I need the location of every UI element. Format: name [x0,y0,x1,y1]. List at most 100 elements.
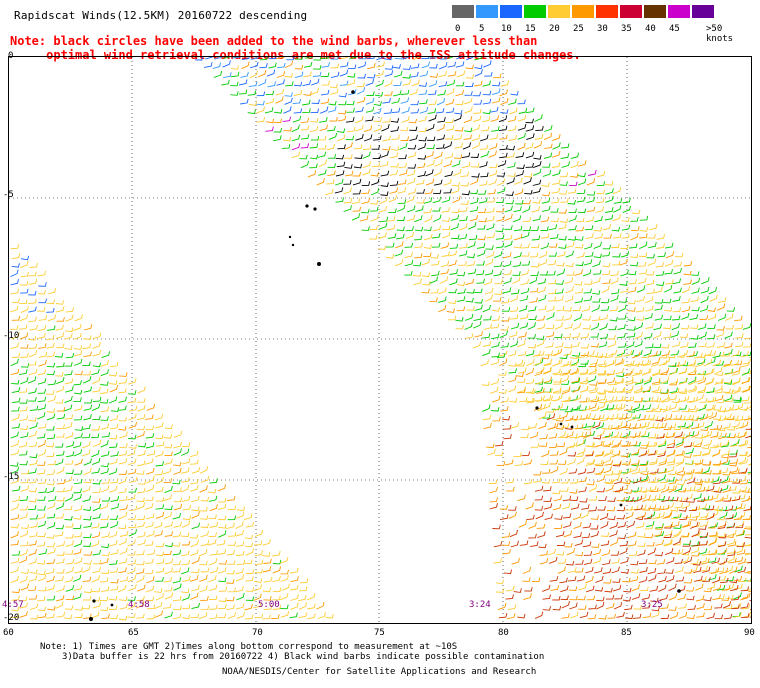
wind-barb [19,512,28,520]
wind-barb [307,592,316,601]
wind-barb [696,413,705,420]
wind-barb [445,107,455,114]
wind-barb [555,280,564,285]
wind-barb [265,97,275,105]
wind-barb [629,243,638,249]
wind-barb [612,487,622,493]
wind-barb [647,567,657,575]
wind-barb [489,502,498,510]
wind-barb [200,475,210,483]
wind-barb [519,396,528,403]
wind-barb [329,83,338,89]
wind-barb [292,98,302,105]
wind-barb [519,304,528,312]
wind-barb [515,152,525,158]
wind-barb [466,306,475,311]
colorbar-label-40: 40 [645,24,656,34]
wind-barb [622,430,631,438]
wind-barb [529,431,539,439]
wind-barb [65,451,75,458]
wind-barb [565,262,574,268]
wind-barb [569,602,578,610]
wind-barb [687,367,697,375]
wind-barb [655,422,664,430]
wind-barb [712,351,722,359]
wind-barb [579,397,588,403]
wind-barb [155,486,164,493]
wind-barb [110,578,119,584]
wind-barb [100,388,109,394]
wind-barb [19,530,29,538]
wind-barb [659,432,669,438]
wind-barb [707,523,717,529]
wind-barb [519,540,529,546]
wind-barb [748,590,751,593]
wind-barb [714,388,724,394]
wind-barb [65,352,75,359]
wind-barb [500,406,509,412]
colorbar-swatch-2 [500,5,522,18]
wind-barb [739,406,749,411]
swath-center-barbs [194,57,751,618]
wind-barb [523,177,532,185]
wind-barb [506,613,516,620]
wind-barb [748,473,751,475]
wind-barb [83,386,93,393]
wind-barb [691,541,701,547]
wind-barb [200,496,210,502]
wind-barb [726,554,736,563]
wind-barb [681,407,690,413]
wind-barb [643,349,652,357]
wind-barb [733,592,742,600]
wind-barb [694,352,703,359]
wind-barb [670,506,679,512]
wind-barb [693,493,702,500]
wind-barb [11,595,20,601]
lon-label-75: 75 [374,628,385,638]
wind-barb [262,614,271,620]
wind-barb [566,548,576,556]
wind-barb [634,504,643,511]
wind-barb [553,386,562,393]
wind-barb [145,425,155,431]
wind-barb [611,288,620,295]
wind-barb [626,520,636,529]
wind-barb [552,133,561,142]
wind-barb [361,226,370,231]
wind-barb [667,353,676,359]
wind-barb [483,422,492,430]
wind-barb [318,169,327,176]
wind-barb [709,532,719,538]
wind-barb [504,240,513,248]
wind-barb [282,116,292,122]
wind-barb [440,268,449,275]
wind-barb [438,81,448,88]
wind-barb [511,289,520,295]
wind-barb [20,344,29,349]
wind-barb [682,501,691,509]
wind-barb [705,505,715,511]
wind-barb [517,350,527,357]
wind-barb [56,376,65,385]
wind-barb [585,232,594,240]
wind-barb [55,531,64,537]
wind-barb [653,530,663,537]
wind-barb [109,414,119,422]
wind-barb [56,487,65,493]
wind-barb [82,433,91,439]
wind-barb [603,578,612,584]
wind-barb [671,388,680,395]
wind-barb [617,403,626,412]
wind-barb [690,416,699,421]
wind-barb [682,431,691,440]
wind-barb [561,161,571,168]
wind-barb [297,595,307,602]
wind-barb [236,506,246,512]
wind-barb [737,511,746,520]
wind-barb [642,612,652,619]
wind-barb [353,163,363,169]
wind-barb [173,497,183,503]
wind-barb [10,325,19,330]
wind-barb [11,352,21,358]
wind-barb [494,290,503,295]
